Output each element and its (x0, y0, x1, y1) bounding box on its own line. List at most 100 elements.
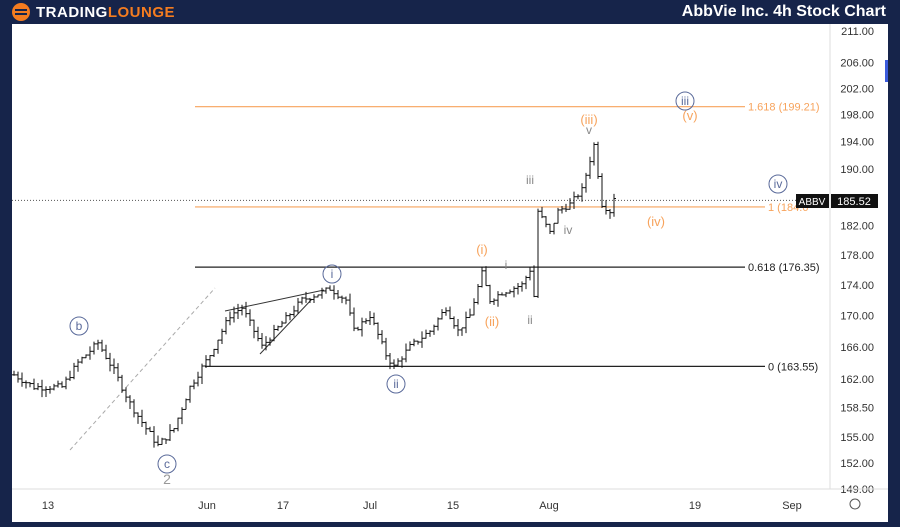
y-tick-label: 178.00 (840, 250, 874, 262)
ohlc-bar (504, 292, 508, 298)
fib-level-label: 0.618 (176.35) (748, 262, 820, 274)
wave-label-o_iv: (iv) (647, 214, 665, 229)
ohlc-bar (164, 438, 168, 444)
ticker-label: ABBV (799, 197, 826, 208)
ohlc-bar (280, 320, 284, 328)
y-tick-label: 211.00 (841, 26, 874, 38)
wave-label-o_iii: (iii) (580, 112, 597, 127)
ohlc-bar (152, 426, 156, 448)
ohlc-bar (364, 318, 368, 325)
ohlc-bar (320, 287, 324, 299)
ohlc-bar (160, 437, 164, 445)
ohlc-bar (32, 378, 36, 390)
ohlc-bar (268, 337, 272, 346)
y-tick-label: 202.00 (840, 83, 874, 95)
ohlc-bar (564, 203, 568, 213)
ohlc-bar (68, 370, 72, 381)
ohlc-bar (248, 309, 252, 326)
price-tag: ABBV 185.52 (796, 194, 878, 208)
ohlc-bar (404, 343, 408, 363)
ohlc-bar (372, 312, 376, 326)
ohlc-bar (432, 324, 436, 335)
ohlc-bar (240, 304, 244, 316)
ohlc-bar (544, 216, 548, 228)
ohlc-bar (528, 267, 532, 281)
ohlc-bar (464, 311, 468, 334)
wave-circle-c (157, 454, 177, 474)
ohlc-bar (532, 265, 536, 298)
ohlc-bar (220, 328, 224, 344)
ohlc-bar (448, 306, 452, 320)
y-tick-label: 166.00 (840, 342, 874, 354)
ohlc-bar (188, 385, 192, 403)
ohlc-bar (264, 336, 268, 351)
ohlc-bar (148, 426, 152, 433)
scrollbar[interactable] (885, 60, 888, 82)
wave-label-c: c (164, 457, 170, 471)
ohlc-bar (84, 354, 88, 359)
ohlc-bar (128, 395, 132, 410)
logo-text-a: TRADING (36, 3, 108, 21)
ohlc-bar (200, 363, 204, 385)
wave-label-s_v: v (586, 123, 592, 137)
x-tick-label: 17 (277, 500, 289, 512)
x-tick-label: 15 (447, 500, 459, 512)
ohlc-bar (344, 296, 348, 305)
wave-label-o_v: (v) (682, 108, 697, 123)
ohlc-bar (396, 358, 400, 366)
wave-circle-iii (675, 91, 695, 111)
last-price-label: 185.52 (837, 196, 871, 208)
wave-label-s_i: i (505, 258, 508, 272)
ohlc-bar (116, 363, 120, 382)
y-tick-label: 182.00 (840, 221, 874, 233)
wedge-upper-line (224, 289, 325, 312)
ohlc-bar (112, 358, 116, 375)
settings-gear-icon[interactable] (849, 498, 861, 510)
ohlc-bar (52, 383, 56, 391)
wave-label-s_iv: iv (564, 223, 573, 237)
ohlc-bar (388, 352, 392, 370)
ohlc-bar (536, 208, 540, 298)
ohlc-bar (400, 356, 404, 368)
ohlc-bar (124, 387, 128, 403)
ohlc-bar (420, 331, 424, 348)
ohlc-bar (520, 281, 524, 292)
ohlc-bar (340, 295, 344, 304)
ohlc-bar (168, 424, 172, 441)
x-tick-label: 13 (42, 500, 54, 512)
ohlc-bar (312, 294, 316, 304)
ohlc-bar (80, 356, 84, 364)
ohlc-bar (236, 303, 240, 320)
wave-circle-iv (768, 174, 788, 194)
ohlc-bar (368, 311, 372, 326)
ohlc-bar (496, 291, 500, 307)
ohlc-bar (416, 340, 420, 345)
ohlc-bar (256, 326, 260, 342)
wedge-lower-line (259, 298, 313, 355)
x-tick-label: Sep (782, 500, 802, 512)
ohlc-bar (12, 370, 16, 376)
wave-circle-i (322, 264, 342, 284)
wave-label-ii: ii (393, 377, 398, 391)
ohlc-bar (584, 172, 588, 193)
fib-level-label: 1.618 (199.21) (748, 102, 820, 114)
ohlc-bar (184, 398, 188, 410)
wave-label-iv: iv (774, 177, 783, 191)
ohlc-bar (300, 296, 304, 305)
channel-line (69, 287, 216, 451)
ohlc-bar (552, 222, 556, 235)
ohlc-bar (284, 312, 288, 324)
ohlc-bar (216, 339, 220, 354)
y-tick-label: 174.00 (840, 280, 874, 292)
wave-label-b: b (76, 319, 83, 333)
ohlc-bar (88, 346, 92, 360)
ohlc-bar (196, 371, 200, 387)
y-tick-label: 190.00 (840, 164, 874, 176)
ohlc-bar (492, 298, 496, 306)
last-price-tag (831, 194, 878, 208)
y-tick-label: 206.00 (840, 58, 874, 70)
wave-label-2: 2 (163, 471, 171, 487)
y-tick-label: 155.00 (840, 432, 874, 444)
ohlc-bar (488, 284, 492, 304)
